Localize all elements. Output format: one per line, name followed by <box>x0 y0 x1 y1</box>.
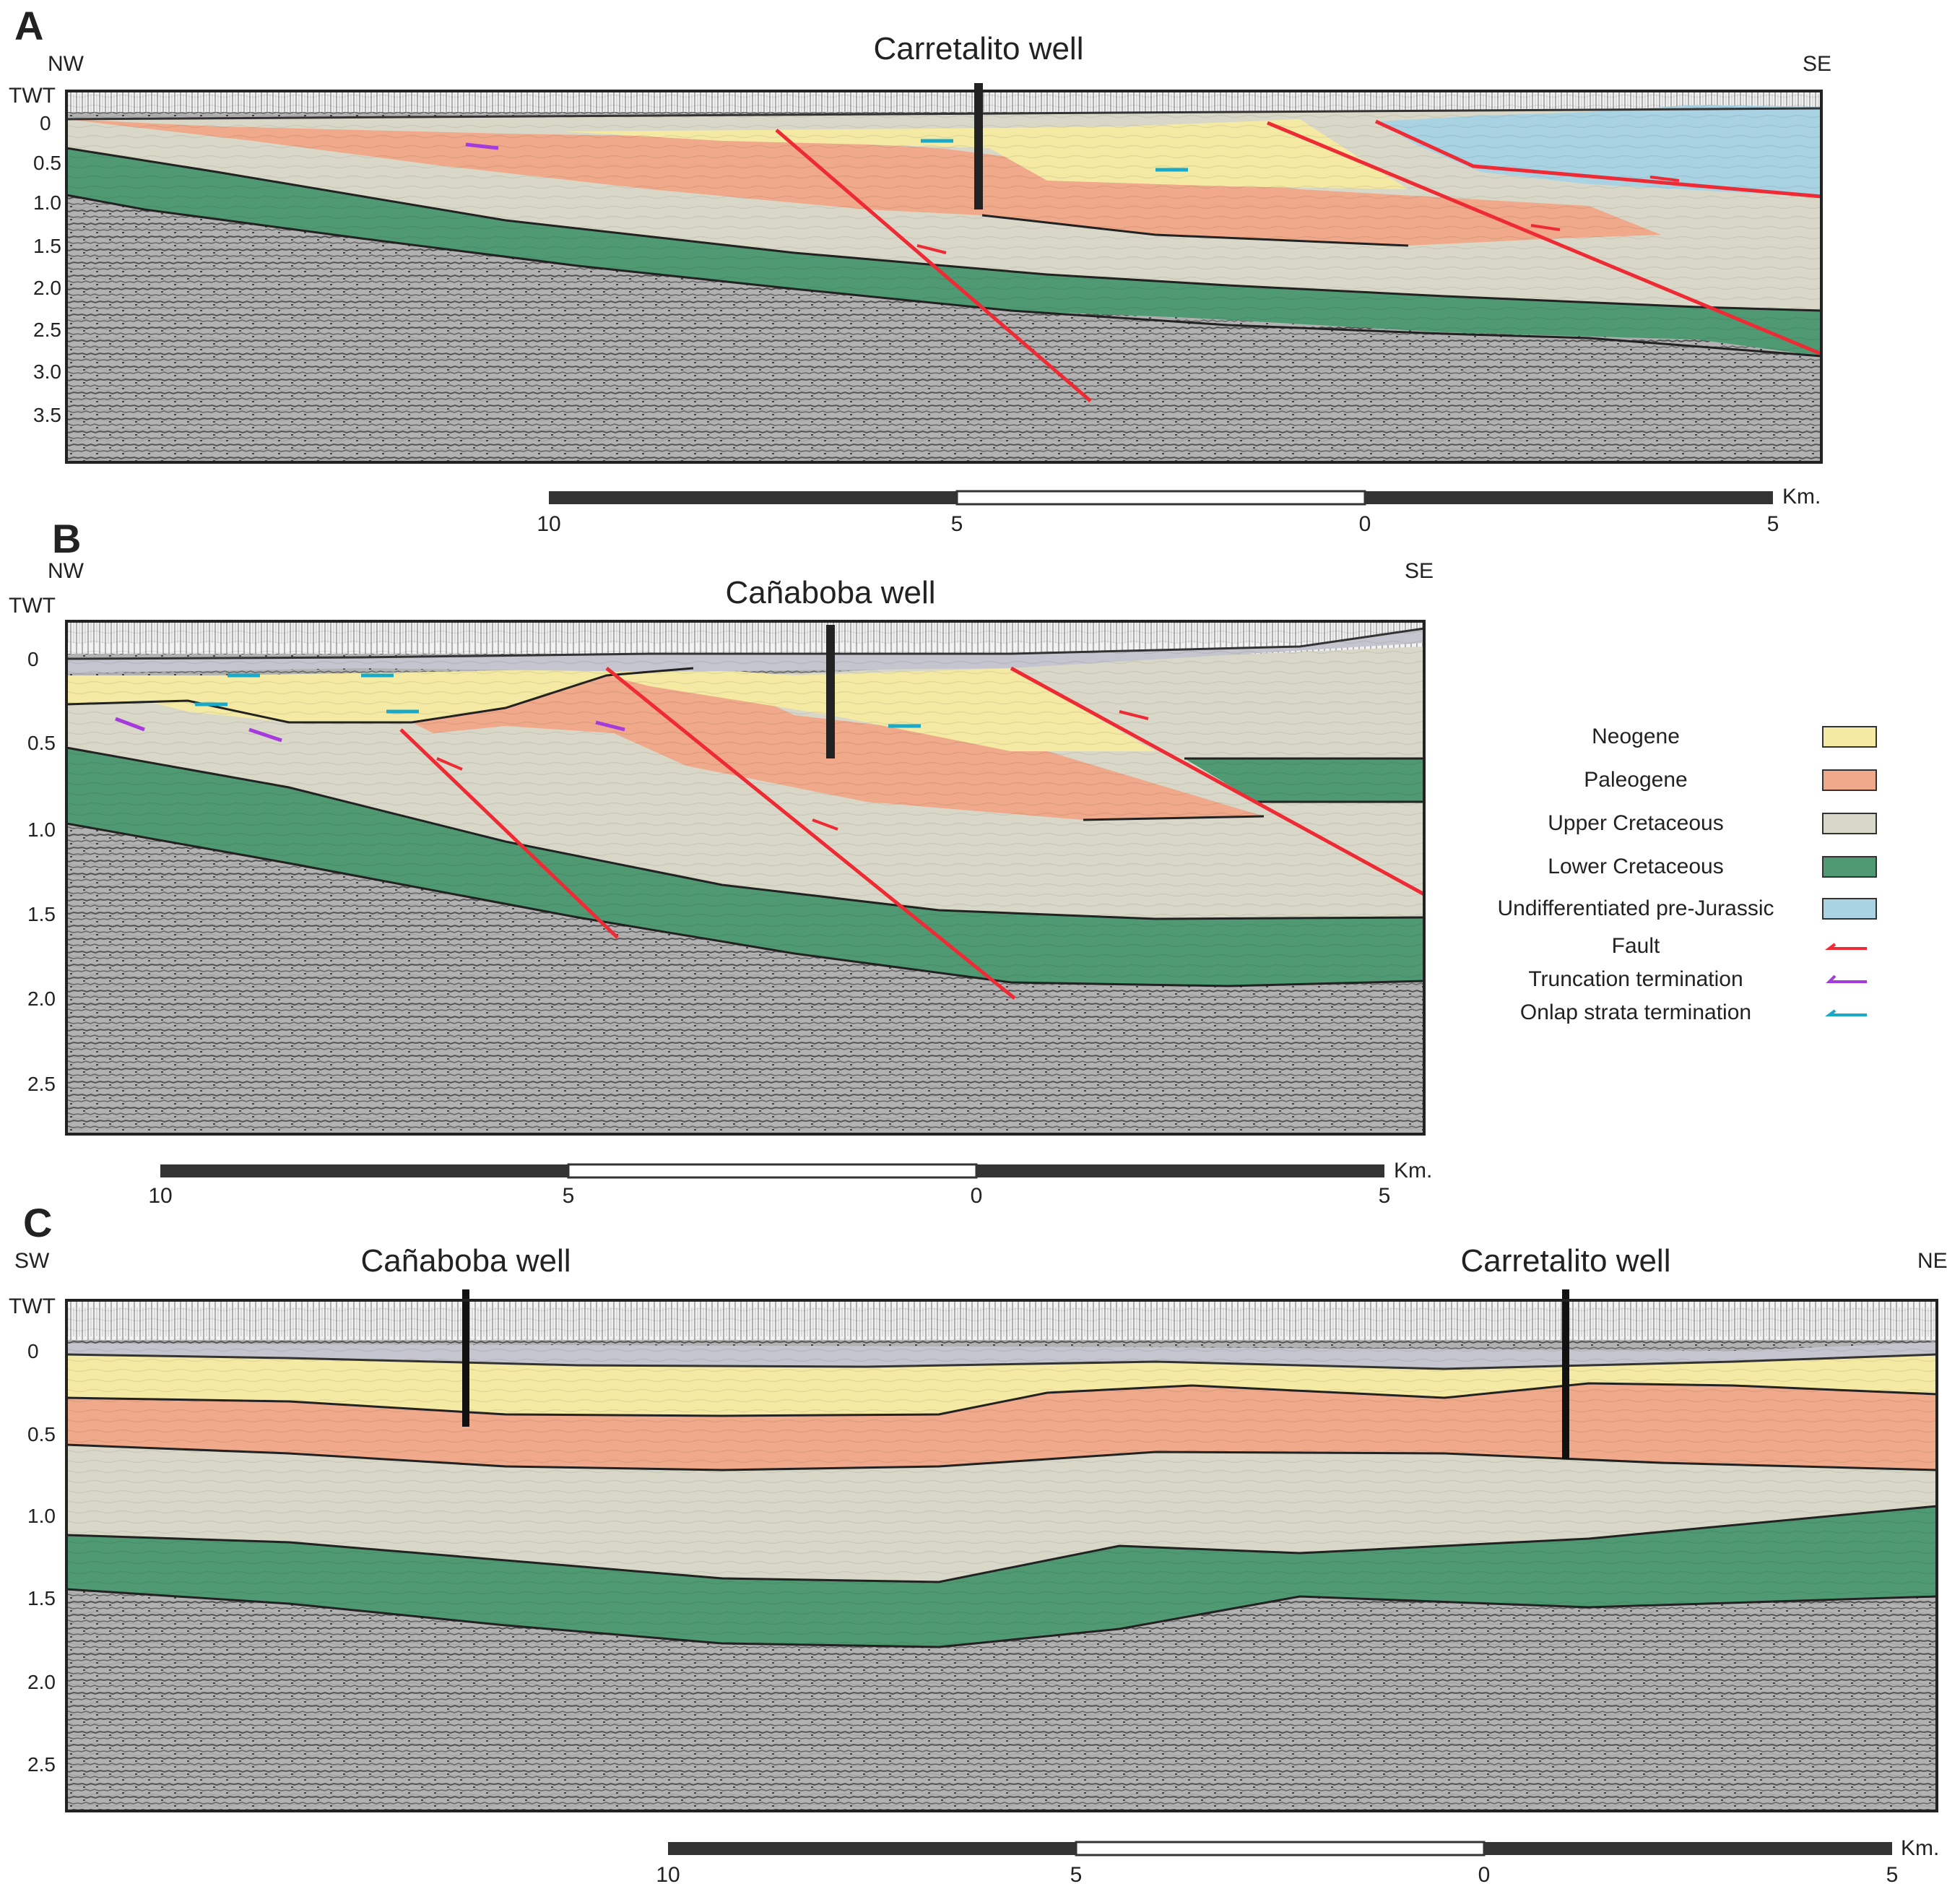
legend-item-lower-cretaceous: Lower Cretaceous <box>1466 849 1928 885</box>
panel-a-scale-unit: Km. <box>1782 485 1821 509</box>
panel-c-scale-unit: Km. <box>1901 1836 1939 1860</box>
panel-c-scale-label: 0 <box>1478 1863 1491 1887</box>
panel-b-truncation-icon <box>595 720 625 732</box>
panel-a-scale-label: 5 <box>1767 512 1779 536</box>
panel-a-axis-label: TWT <box>9 84 56 108</box>
legend-label: Neogene <box>1592 725 1680 748</box>
panel-c-well-label-carretalito: Carretalito well <box>1461 1243 1671 1279</box>
panel-b-tick: 2.5 <box>27 1073 56 1095</box>
panel-b-tick: 0 <box>27 648 39 670</box>
panel-c-scale-bar: 10 5 0 5 Km. <box>656 1836 1939 1887</box>
panel-b-letter: B <box>52 516 81 561</box>
legend-swatch-neogene <box>1822 726 1877 748</box>
panel-a-fault-3 <box>1374 119 1822 199</box>
panel-c-scale-label: 5 <box>1070 1863 1083 1887</box>
panel-a-left-direction: NW <box>48 52 84 76</box>
legend-item-paleogene: Paleogene <box>1466 762 1928 798</box>
legend-item-pre-jurassic: Undifferentiated pre-Jurassic <box>1466 891 1928 927</box>
panel-a-tick: 1.0 <box>33 191 61 214</box>
panel-a: A NW SE TWT Carretalito well 0 0.5 1.0 <box>9 3 1831 536</box>
legend-swatch-paleogene <box>1822 769 1877 791</box>
panel-a-scale-label: 0 <box>1359 512 1371 536</box>
legend-label: Truncation termination <box>1528 967 1743 991</box>
panel-c-axis-label: TWT <box>9 1294 56 1318</box>
panel-c-tick: 0.5 <box>27 1423 56 1445</box>
legend-label: Onlap strata termination <box>1519 1000 1752 1024</box>
panel-c-tick: 1.5 <box>27 1587 56 1609</box>
panel-c-tick: 0 <box>27 1340 39 1362</box>
panel-a-tick: 1.5 <box>33 235 61 257</box>
panel-c-frame <box>65 1299 1938 1812</box>
panel-b-scale-bar: 10 5 0 5 Km. <box>148 1159 1432 1208</box>
panel-a-tick: 0 <box>40 112 51 134</box>
fault-arrow-icon <box>1825 943 1867 950</box>
panel-b-scale-label: 5 <box>1379 1184 1391 1208</box>
legend-label: Undifferentiated pre-Jurassic <box>1497 896 1774 920</box>
legend-swatch-lower-cretaceous <box>1822 856 1877 878</box>
panel-b-fault-2 <box>605 667 1016 1000</box>
panel-a-letter: A <box>14 3 43 48</box>
panel-b-tick: 1.5 <box>27 903 56 925</box>
panel-b-fault-1 <box>399 728 619 939</box>
panel-c-scale-label: 10 <box>656 1863 680 1887</box>
panel-a-fault-1 <box>775 129 1092 402</box>
panel-a-well-label: Carretalito well <box>874 31 1084 66</box>
legend-item-onlap: Onlap strata termination <box>1466 995 1928 1031</box>
panel-a-scale-label: 10 <box>537 512 560 536</box>
panel-a-tick: 2.5 <box>33 319 61 341</box>
panel-b: B NW SE TWT Cañaboba wel <box>9 516 1434 1208</box>
panel-b-axis-label: TWT <box>9 594 56 618</box>
panel-a-scale-bar: 10 5 0 5 Km. <box>537 485 1821 536</box>
panel-a-frame <box>65 90 1823 464</box>
panel-b-truncation-icon <box>248 727 282 743</box>
panel-a-fault-2 <box>1267 121 1822 356</box>
legend-label: Upper Cretaceous <box>1548 811 1724 835</box>
panel-c-tick: 2.0 <box>27 1671 56 1693</box>
truncation-arrow-icon <box>1826 974 1867 983</box>
panel-a-truncation-icon <box>465 142 499 150</box>
onlap-arrow-icon <box>1825 1009 1867 1016</box>
panel-b-tick: 0.5 <box>27 732 56 754</box>
panel-b-truncation-icon <box>115 717 145 732</box>
panel-a-tick: 2.0 <box>33 277 61 299</box>
panel-c-tick: 1.0 <box>27 1505 56 1527</box>
panel-c-letter: C <box>23 1200 52 1245</box>
legend-item-neogene: Neogene <box>1466 719 1928 755</box>
panel-b-right-direction: SE <box>1405 559 1434 583</box>
panel-b-frame <box>65 620 1426 1136</box>
legend-swatch-upper-cretaceous <box>1822 813 1877 834</box>
panel-c-tick: 2.5 <box>27 1753 56 1776</box>
panel-a-tick: 0.5 <box>33 152 61 174</box>
panel-c-left-direction: SW <box>14 1249 50 1273</box>
legend-item-upper-cretaceous: Upper Cretaceous <box>1466 805 1928 842</box>
panel-b-left-direction: NW <box>48 559 84 583</box>
panel-c: C SW NE TWT Cañaboba well Carretalito we… <box>9 1200 1948 1887</box>
panel-a-tick: 3.5 <box>33 404 61 426</box>
panel-b-fault-3 <box>1010 666 1426 896</box>
panel-b-tick: 2.0 <box>27 987 56 1010</box>
panel-b-scale-unit: Km. <box>1394 1159 1432 1183</box>
panel-b-well-label: Cañaboba well <box>725 575 935 610</box>
panel-c-well-label-canaboba: Cañaboba well <box>360 1243 571 1279</box>
panel-b-scale-label: 5 <box>563 1184 575 1208</box>
legend-label: Lower Cretaceous <box>1548 855 1724 878</box>
panel-a-right-direction: SE <box>1803 52 1831 76</box>
panel-a-scale-label: 5 <box>951 512 963 536</box>
legend-label: Fault <box>1611 934 1660 958</box>
panel-b-scale-label: 0 <box>971 1184 983 1208</box>
panel-b-scale-label: 10 <box>148 1184 172 1208</box>
legend-label: Paleogene <box>1584 768 1688 792</box>
legend-item-truncation: Truncation termination <box>1466 961 1928 998</box>
panel-c-scale-label: 5 <box>1886 1863 1899 1887</box>
panel-b-tick: 1.0 <box>27 818 56 841</box>
legend-swatch-pre-jurassic <box>1822 898 1877 920</box>
panel-c-right-direction: NE <box>1917 1249 1948 1273</box>
panel-a-tick: 3.0 <box>33 360 61 383</box>
legend-item-fault: Fault <box>1466 928 1928 964</box>
